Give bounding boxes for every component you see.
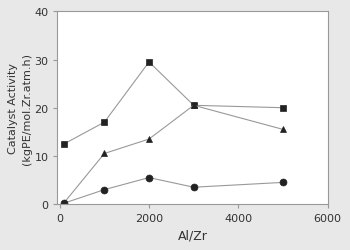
X-axis label: Al/Zr: Al/Zr	[178, 229, 208, 242]
Y-axis label: Catalyst Activity
(kgPE/mol.Zr.atm.h): Catalyst Activity (kgPE/mol.Zr.atm.h)	[8, 52, 32, 164]
